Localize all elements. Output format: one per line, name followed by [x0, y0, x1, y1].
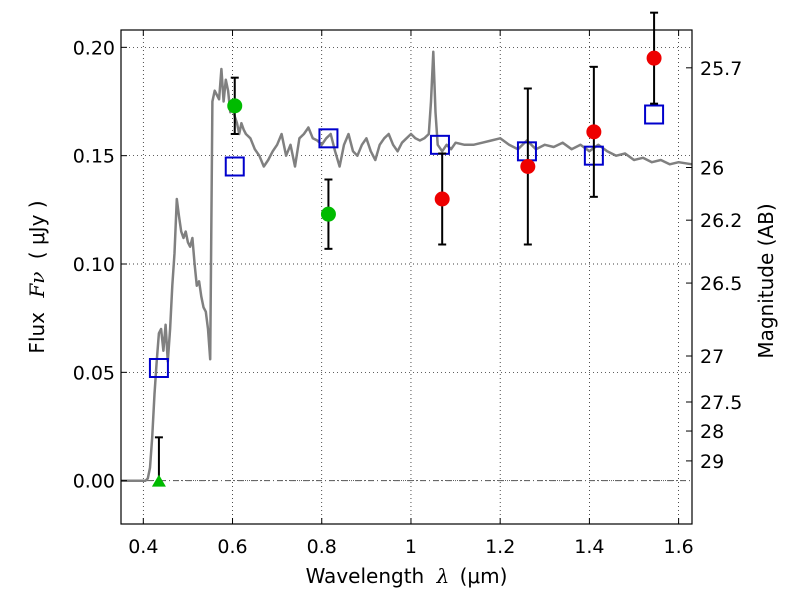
x-tick-label: 1.6 [664, 536, 694, 558]
magnitude-tick-label: 27 [700, 346, 724, 368]
magnitude-tick-label: 29 [700, 451, 724, 473]
x-axis-label-text: Wavelength [306, 564, 425, 588]
x-tick-label: 1.4 [574, 536, 604, 558]
y-tick-label: 0.15 [73, 146, 115, 168]
magnitude-tick-label: 26 [700, 157, 724, 179]
x-tick-label: 0.6 [217, 536, 247, 558]
upper-limit-marker [151, 474, 166, 487]
x-tick-label: 1 [405, 536, 417, 558]
observed-green-point [227, 98, 243, 114]
tick-layer: 0.4 0.6 0.8 1 1.2 1.4 1.6 0.00 0.05 0.10 0.15 0.20 2… [73, 30, 742, 558]
magnitude-tick-label: 28 [700, 421, 724, 443]
x-axis-label-symbol: λ [436, 564, 450, 588]
magnitude-tick-label: 25.7 [700, 58, 742, 80]
model-photometry-point [148, 358, 169, 378]
model-spectrum-line [121, 50, 693, 482]
x-tick-label: 1.2 [485, 536, 515, 558]
grid-lines [121, 30, 692, 524]
model-spectrum-layer [121, 50, 693, 482]
y-axis-label-text: Flux [25, 312, 49, 354]
y-axis-label: Flux Fν ( μJy ) [25, 200, 49, 353]
magnitude-tick-label: 27.5 [700, 392, 742, 414]
x-tick-label: 0.8 [307, 536, 337, 558]
magnitude-tick-label: 26.2 [700, 210, 742, 232]
model-photometry-point [318, 128, 339, 149]
magnitude-tick-label: 26.5 [700, 273, 742, 295]
x-tick-label: 0.4 [128, 536, 158, 558]
y2-axis-label: Magnitude (AB) [754, 203, 778, 358]
observed-red-point [586, 124, 602, 140]
observed-red-point [646, 50, 662, 66]
y-tick-label: 0.05 [73, 362, 115, 384]
marker-layer [148, 11, 665, 487]
observed-red-point [520, 159, 536, 174]
observed-red-point [434, 191, 450, 207]
y-axis-label-symbol: Fν [25, 272, 49, 299]
y-tick-label: 0.20 [73, 37, 115, 59]
y-axis-label-unit: ( μJy ) [25, 200, 49, 259]
model-photometry-point [224, 156, 245, 177]
observed-green-point [320, 206, 336, 222]
y-tick-label: 0.10 [73, 254, 115, 276]
x-axis-label: Wavelength λ (μm) [306, 564, 508, 588]
model-photometry-point [644, 104, 665, 125]
plot-frame [120, 29, 693, 525]
x-axis-label-unit: (μm) [460, 564, 508, 588]
y-tick-label: 0.00 [73, 471, 115, 493]
